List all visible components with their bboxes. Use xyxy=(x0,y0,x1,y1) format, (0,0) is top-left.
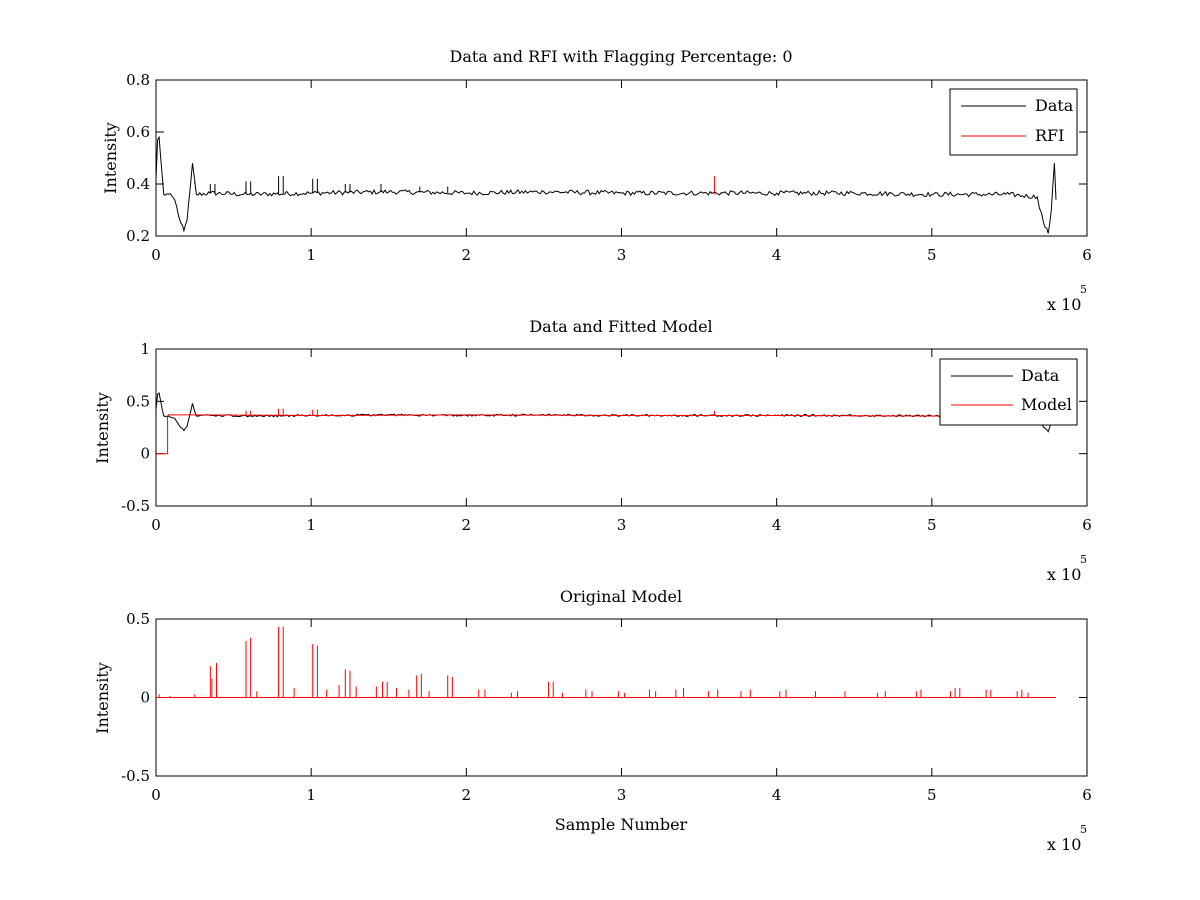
panel-2-xtick-label: 5 xyxy=(927,516,937,534)
panel-2-xtick-label: 0 xyxy=(151,516,161,534)
panel-1-xtick-label: 2 xyxy=(462,246,472,264)
panel-1-ytick-label: 0.6 xyxy=(126,123,150,141)
panel-3-ytick-label: 0 xyxy=(140,689,150,707)
panel-3-plot-area xyxy=(156,626,1056,698)
panel-1: Data and RFI with Flagging Percentage: 0… xyxy=(101,47,1092,314)
panel-2-xtick-label: 2 xyxy=(462,516,472,534)
panel-2: Data and Fitted Model Intensity x 10 5 0… xyxy=(93,317,1092,584)
panel-3-xtick-label: 5 xyxy=(927,786,937,804)
panel-3-xtick-label: 0 xyxy=(151,786,161,804)
panel-2-plot-area xyxy=(156,392,1057,455)
panel-1-legend-label: Data xyxy=(1035,96,1074,115)
panel-1-plot-area xyxy=(156,135,1057,234)
panel-1-xtick-label: 3 xyxy=(617,246,627,264)
panel-2-ytick-label: 0.5 xyxy=(126,392,150,410)
panel-1-ytick-label: 0.2 xyxy=(126,227,150,245)
panel-2-xtick-label: 1 xyxy=(306,516,316,534)
panel-2-ytick-label: 1 xyxy=(140,340,150,358)
panel-3-ylabel: Intensity xyxy=(93,662,112,734)
panel-2-ytick-label: -0.5 xyxy=(121,497,150,515)
panel-3-xtick-label: 3 xyxy=(617,786,627,804)
panel-3-xtick-label: 6 xyxy=(1082,786,1092,804)
panel-1-xtick-label: 0 xyxy=(151,246,161,264)
panel-2-xtick-label: 3 xyxy=(617,516,627,534)
panel-1-legend-label: RFI xyxy=(1035,126,1064,145)
panel-2-xtick-label: 6 xyxy=(1082,516,1092,534)
panel-1-legend: Data RFI xyxy=(949,88,1078,156)
panel-1-legend-box xyxy=(949,88,1078,156)
panel-3-xtick-label: 4 xyxy=(772,786,782,804)
panel-1-ylabel: Intensity xyxy=(101,122,120,194)
panel-3-xtick-label: 1 xyxy=(306,786,316,804)
panel-1-xtick-label: 6 xyxy=(1082,246,1092,264)
panel-3-title: Original Model xyxy=(560,587,682,606)
panel-1-x-exponent: x 10 xyxy=(1047,295,1081,314)
panel-2-title: Data and Fitted Model xyxy=(529,317,712,336)
panel-1-series-data xyxy=(156,135,1057,234)
panel-3: Original Model Intensity Sample Number x… xyxy=(93,587,1092,854)
panel-1-ytick-label: 0.4 xyxy=(126,175,150,193)
panel-1-x-exponent-power: 5 xyxy=(1080,283,1087,296)
panel-2-legend-label: Data xyxy=(1021,366,1060,385)
panel-3-x-exponent: x 10 xyxy=(1047,835,1081,854)
panel-1-xtick-label: 1 xyxy=(306,246,316,264)
panel-3-xtick-label: 2 xyxy=(462,786,472,804)
panel-1-ytick-label: 0.8 xyxy=(126,71,150,89)
panel-2-series-model xyxy=(156,414,1056,455)
panel-2-legend-label: Model xyxy=(1021,395,1072,414)
panel-2-x-exponent: x 10 xyxy=(1047,565,1081,584)
panel-1-xtick-label: 5 xyxy=(927,246,937,264)
panel-2-ytick-label: 0 xyxy=(140,445,150,463)
panel-3-xlabel: Sample Number xyxy=(555,815,688,834)
panel-2-legend: Data Model xyxy=(939,358,1078,426)
panel-1-xtick-label: 4 xyxy=(772,246,782,264)
panel-2-ylabel: Intensity xyxy=(93,392,112,464)
panel-2-xtick-label: 4 xyxy=(772,516,782,534)
panel-2-x-exponent-power: 5 xyxy=(1080,553,1087,566)
panel-3-ytick-label: -0.5 xyxy=(121,767,150,785)
panel-3-x-exponent-power: 5 xyxy=(1080,823,1087,836)
panel-3-ytick-label: 0.5 xyxy=(126,610,150,628)
panel-2-legend-box xyxy=(939,358,1078,426)
panel-1-title: Data and RFI with Flagging Percentage: 0 xyxy=(449,47,792,66)
